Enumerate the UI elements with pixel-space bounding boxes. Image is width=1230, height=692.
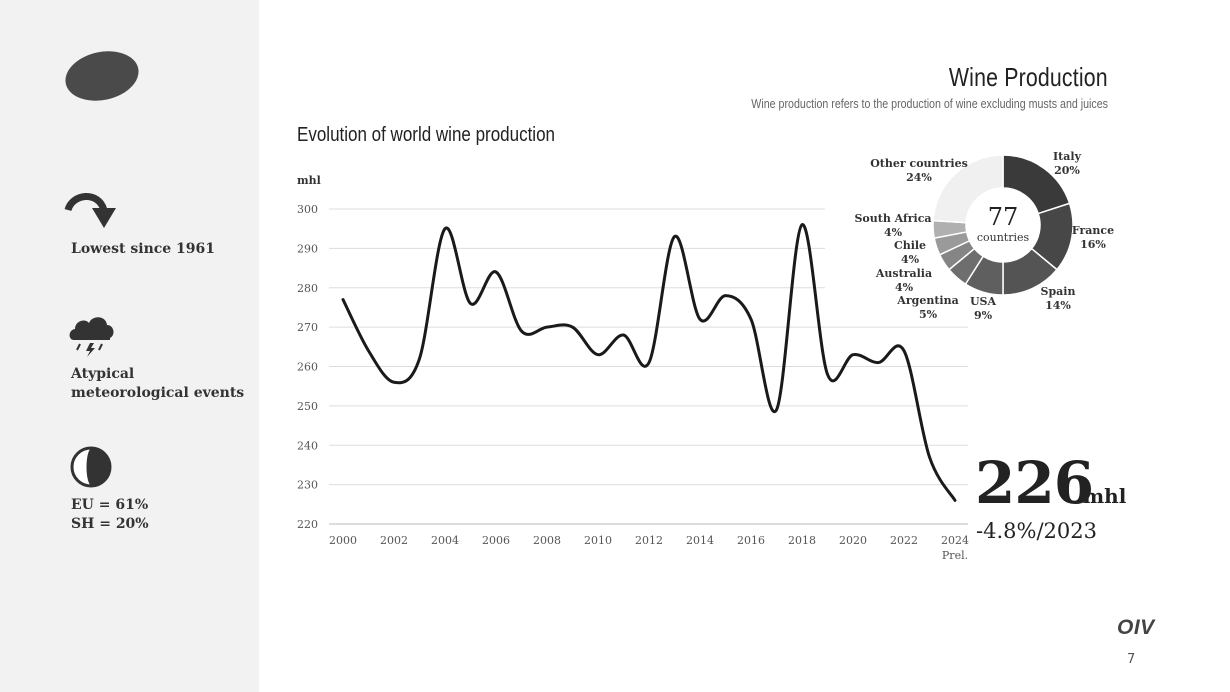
donut-slice bbox=[1002, 247, 1058, 296]
x-tick-label: 2012 bbox=[635, 534, 663, 547]
y-tick-label: 240 bbox=[297, 439, 318, 452]
y-axis-label: mhl bbox=[297, 174, 321, 187]
donut-slice bbox=[932, 219, 968, 239]
x-tick-label: 2010 bbox=[584, 534, 612, 547]
y-tick-label: 300 bbox=[297, 203, 318, 216]
x-tick-label: 2016 bbox=[737, 534, 765, 547]
storm-cloud-icon bbox=[69, 317, 114, 357]
donut-slice bbox=[1002, 154, 1071, 215]
slice-value-label: 20% bbox=[1054, 164, 1080, 177]
slice-value-label: 24% bbox=[906, 171, 932, 184]
donut-slice bbox=[948, 247, 985, 286]
slice-label: Italy bbox=[1053, 150, 1082, 163]
x-tick-label: 2006 bbox=[482, 534, 510, 547]
slice-value-label: 5% bbox=[919, 308, 938, 321]
sidebar-item-lowest: Lowest since 1961 bbox=[71, 241, 216, 257]
x-tick-label: 2014 bbox=[686, 534, 714, 547]
page-subtitle: Wine production refers to the production… bbox=[751, 96, 1108, 111]
slice-value-label: 16% bbox=[1080, 238, 1106, 251]
x-tick-label: 2022 bbox=[890, 534, 918, 547]
highlight-unit: mhl bbox=[1083, 484, 1127, 508]
donut-slice bbox=[964, 255, 1004, 296]
x-tick-label: 2008 bbox=[533, 534, 561, 547]
donut-slice bbox=[938, 239, 976, 271]
slice-label: Other countries bbox=[870, 157, 968, 170]
slice-value-label: 9% bbox=[974, 309, 993, 322]
slice-label: Australia bbox=[875, 267, 932, 280]
series-line bbox=[341, 223, 957, 502]
slice-value-label: 14% bbox=[1045, 299, 1071, 312]
y-tick-label: 230 bbox=[297, 479, 318, 492]
x-tick-note: Prel. bbox=[942, 549, 968, 562]
x-tick-label: 2024 bbox=[941, 534, 969, 547]
y-tick-label: 270 bbox=[297, 321, 318, 334]
slice-label: South Africa bbox=[854, 212, 931, 225]
x-tick-label: 2020 bbox=[839, 534, 867, 547]
x-tick-label: 2004 bbox=[431, 534, 459, 547]
y-tick-label: 290 bbox=[297, 242, 318, 255]
logo-blob-icon bbox=[65, 51, 139, 101]
chart-title: Evolution of world wine production bbox=[297, 124, 555, 146]
donut-slice bbox=[1030, 202, 1074, 271]
y-tick-label: 250 bbox=[297, 400, 318, 413]
sidebar-item-share: EU = 61% SH = 20% bbox=[71, 497, 149, 532]
y-tick-label: 280 bbox=[297, 282, 318, 295]
slice-value-label: 4% bbox=[895, 281, 914, 294]
highlight-value: 226 bbox=[975, 449, 1094, 517]
sidebar-item-meteo: Atypical meteorological events bbox=[71, 366, 245, 401]
donut-center-value: 77 bbox=[988, 203, 1019, 231]
x-tick-label: 2002 bbox=[380, 534, 408, 547]
slice-label: Chile bbox=[894, 239, 926, 252]
donut-slice bbox=[933, 231, 971, 256]
x-tick-label: 2018 bbox=[788, 534, 816, 547]
y-tick-label: 220 bbox=[297, 518, 318, 531]
curved-arrow-down-icon bbox=[64, 193, 116, 228]
y-tick-label: 260 bbox=[297, 361, 318, 374]
x-tick-label: 2000 bbox=[329, 534, 357, 547]
slice-label: Spain bbox=[1041, 285, 1076, 298]
slice-value-label: 4% bbox=[901, 253, 920, 266]
slice-label: USA bbox=[970, 295, 997, 308]
slice-label: France bbox=[1072, 224, 1114, 237]
page-title: Wine Production bbox=[949, 62, 1108, 92]
donut-center-label: countries bbox=[977, 231, 1030, 244]
oiv-logo: OIV bbox=[1117, 616, 1155, 639]
page-number: 7 bbox=[1127, 652, 1136, 667]
slice-value-label: 4% bbox=[884, 226, 903, 239]
donut-slice bbox=[932, 154, 1004, 224]
half-circle-icon bbox=[70, 446, 112, 488]
slice-label: Argentina bbox=[896, 294, 958, 307]
highlight-change: -4.8%/2023 bbox=[976, 519, 1097, 543]
sidebar: Lowest since 1961 Atypical meteorologica… bbox=[0, 0, 259, 692]
